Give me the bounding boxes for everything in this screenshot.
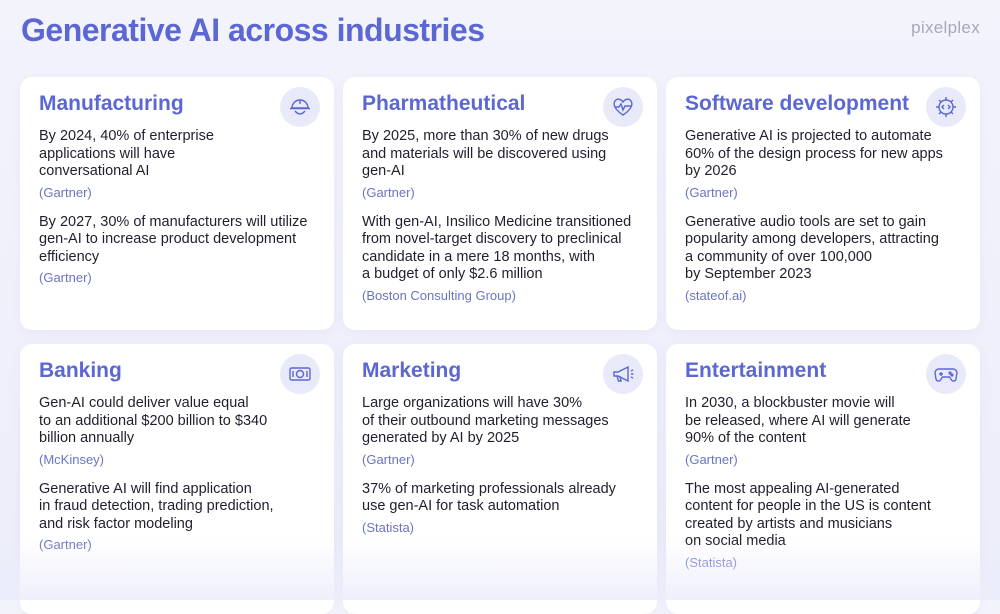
card-title: Banking — [39, 359, 122, 382]
stat-text: In 2030, a blockbuster movie will be rel… — [685, 395, 911, 446]
worker-helmet-icon — [280, 87, 320, 127]
stat-source: (Gartner) — [362, 184, 415, 200]
stat-source: (Gartner) — [39, 537, 92, 552]
banknote-icon — [280, 354, 320, 394]
code-gear-icon — [926, 87, 966, 127]
card-marketing: Marketing Large organizations will have … — [343, 344, 657, 614]
card-title: Manufacturing — [39, 92, 184, 115]
card-manufacturing: Manufacturing By 2024, 40% of enterprise… — [20, 77, 334, 330]
stat-source: (Gartner) — [39, 184, 92, 200]
card-banking: Banking Gen-AI could deliver value equal… — [20, 344, 334, 614]
stat-text: By 2025, more than 30% of new drugs and … — [362, 128, 609, 179]
stat-source: (Statista) — [685, 554, 738, 570]
card-entertainment: Entertainment In 2030, a blockbuster mov… — [666, 344, 980, 614]
stat-text: Large organizations will have 30% of the… — [362, 395, 609, 446]
stat-source: (Boston Consulting Group) — [362, 287, 516, 303]
stat-text: Generative AI will find application in f… — [39, 480, 274, 532]
card-title: Entertainment — [685, 359, 827, 382]
page-title: Generative AI across industries — [21, 12, 485, 48]
card-title: Software development — [685, 92, 910, 115]
stat-source: (Gartner) — [39, 270, 92, 285]
stat-text: Gen-AI could deliver value equal to an a… — [39, 395, 268, 446]
stat-source: (stateof.ai) — [685, 287, 747, 303]
stat-text: With gen-AI, Insilico Medicine transitio… — [362, 213, 632, 283]
card-software-development: Software development Generative AI is pr… — [666, 77, 980, 330]
megaphone-icon — [603, 354, 643, 394]
gamepad-icon — [926, 354, 966, 394]
stat-text: The most appealing AI-generated content … — [685, 480, 931, 550]
heart-pulse-icon — [603, 87, 643, 127]
stat-text: By 2024, 40% of enterprise applications … — [39, 128, 214, 179]
card-title: Pharmatheutical — [362, 92, 526, 115]
card-title: Marketing — [362, 359, 462, 382]
card-pharmaceutical: Pharmatheutical By 2025, more than 30% o… — [343, 77, 657, 330]
stat-text: 37% of marketing professionals already u… — [362, 480, 616, 515]
stat-text: By 2027, 30% of manufacturers will utili… — [39, 213, 308, 265]
stat-source: (Gartner) — [685, 184, 738, 200]
stat-source: (Gartner) — [685, 451, 738, 467]
stat-source: (Statista) — [362, 519, 415, 535]
stat-text: Generative audio tools are set to gain p… — [685, 213, 939, 283]
stat-source: (Gartner) — [362, 451, 415, 467]
brand-logo: pixelplex — [911, 18, 980, 37]
stat-text: Generative AI is projected to automate 6… — [685, 128, 943, 179]
stat-source: (McKinsey) — [39, 451, 105, 467]
